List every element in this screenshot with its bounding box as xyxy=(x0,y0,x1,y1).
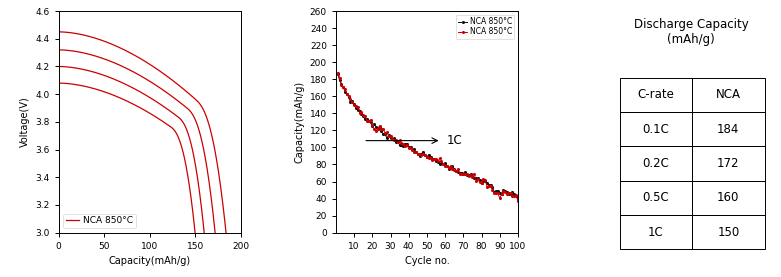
NCA 850°C xyxy=(54,30,63,34)
NCA 850°C xyxy=(513,199,522,202)
Y-axis label: Voltage(V): Voltage(V) xyxy=(20,96,30,147)
Text: NCA: NCA xyxy=(716,88,741,101)
Text: 1C: 1C xyxy=(447,134,462,147)
NCA 850°C xyxy=(426,156,435,159)
NCA 850°C xyxy=(176,85,185,88)
Bar xyxy=(619,215,692,249)
Line: NCA 850°C: NCA 850°C xyxy=(59,32,226,233)
Bar xyxy=(692,146,765,181)
Line: NCA 850°C: NCA 850°C xyxy=(337,73,519,198)
Bar xyxy=(619,112,692,146)
Line: NCA 850°C: NCA 850°C xyxy=(337,72,519,202)
NCA 850°C xyxy=(175,84,184,88)
X-axis label: Cycle no.: Cycle no. xyxy=(405,256,449,266)
NCA 850°C xyxy=(221,231,230,234)
NCA 850°C xyxy=(375,124,384,127)
Text: 0.2C: 0.2C xyxy=(642,157,669,170)
NCA 850°C xyxy=(426,156,435,160)
NCA 850°C xyxy=(333,71,342,75)
Text: 184: 184 xyxy=(717,123,740,135)
NCA 850°C xyxy=(505,192,514,195)
NCA 850°C xyxy=(440,161,450,165)
Bar xyxy=(619,78,692,112)
Bar xyxy=(619,181,692,215)
Text: 0.5C: 0.5C xyxy=(643,191,669,204)
NCA 850°C xyxy=(120,48,130,52)
Bar xyxy=(692,112,765,146)
NCA 850°C xyxy=(375,126,384,129)
NCA 850°C xyxy=(368,124,377,127)
NCA 850°C xyxy=(109,43,118,46)
Bar xyxy=(692,78,765,112)
NCA 850°C xyxy=(499,189,508,192)
Text: 150: 150 xyxy=(717,226,740,238)
NCA 850°C xyxy=(513,196,522,199)
Text: 160: 160 xyxy=(717,191,740,204)
Legend: NCA 850°C: NCA 850°C xyxy=(63,214,136,228)
Legend: NCA 850°C, NCA 850°C: NCA 850°C, NCA 850°C xyxy=(456,15,514,39)
Text: 1C: 1C xyxy=(648,226,664,238)
Text: 0.1C: 0.1C xyxy=(642,123,669,135)
Bar xyxy=(692,215,765,249)
NCA 850°C xyxy=(440,164,450,167)
Bar xyxy=(692,181,765,215)
Text: Discharge Capacity
(mAh/g): Discharge Capacity (mAh/g) xyxy=(634,18,749,46)
NCA 850°C xyxy=(74,32,84,36)
NCA 850°C xyxy=(499,188,508,191)
NCA 850°C xyxy=(159,72,169,76)
Text: 172: 172 xyxy=(717,157,740,170)
X-axis label: Capacity(mAh/g): Capacity(mAh/g) xyxy=(109,256,191,266)
Y-axis label: Capacity(mAh/g): Capacity(mAh/g) xyxy=(294,81,304,163)
NCA 850°C xyxy=(505,191,514,194)
Text: C-rate: C-rate xyxy=(637,88,674,101)
NCA 850°C xyxy=(368,124,377,128)
Bar xyxy=(619,146,692,181)
NCA 850°C xyxy=(333,72,342,75)
